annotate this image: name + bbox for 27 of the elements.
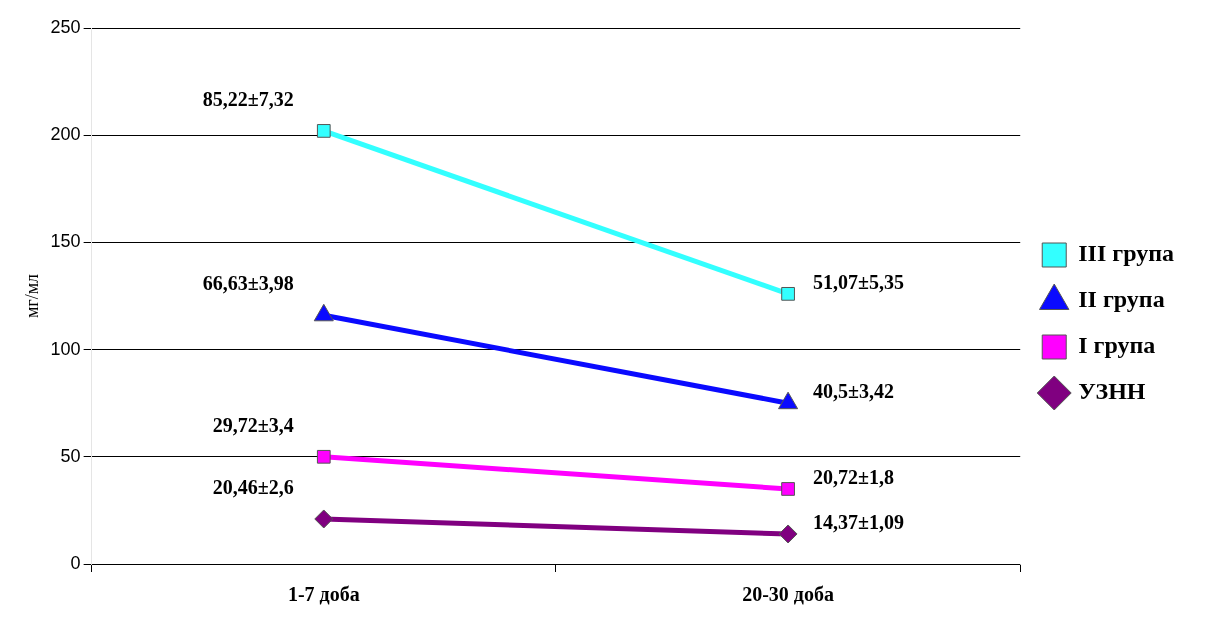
legend-label: I група	[1078, 332, 1156, 359]
x-tick-label: 20-30 доба	[742, 583, 834, 606]
point	[781, 286, 795, 301]
legend-label: III група	[1078, 240, 1174, 267]
annotation: 20,46±2,6	[212, 476, 294, 499]
y-tick-label: 250	[50, 16, 81, 37]
point	[314, 509, 334, 529]
point	[781, 482, 795, 496]
annotation: 85,22±7,32	[202, 88, 294, 111]
y-tick-label: 0	[70, 552, 81, 573]
annotation: 66,63±3,98	[202, 272, 294, 295]
annotation: 51,07±5,35	[813, 271, 905, 294]
annotation: 14,37±1,09	[813, 511, 905, 534]
legend-label: II група	[1078, 286, 1165, 313]
point	[316, 124, 331, 138]
legend-label: УЗНН	[1078, 378, 1146, 405]
annotation: 20,72±1,8	[813, 466, 895, 489]
y-axis-title: мг/мл	[21, 273, 42, 319]
point	[316, 449, 331, 464]
y-tick-label: 150	[50, 231, 81, 252]
y-tick-label: 50	[60, 445, 81, 466]
y-tick-label: 200	[50, 124, 81, 145]
y-tick-label: 100	[50, 338, 81, 359]
x-tick-label: 1-7 доба	[287, 583, 360, 606]
annotation: 29,72±3,4	[212, 413, 294, 436]
point	[778, 524, 798, 544]
annotation: 40,5±3,42	[813, 380, 895, 403]
